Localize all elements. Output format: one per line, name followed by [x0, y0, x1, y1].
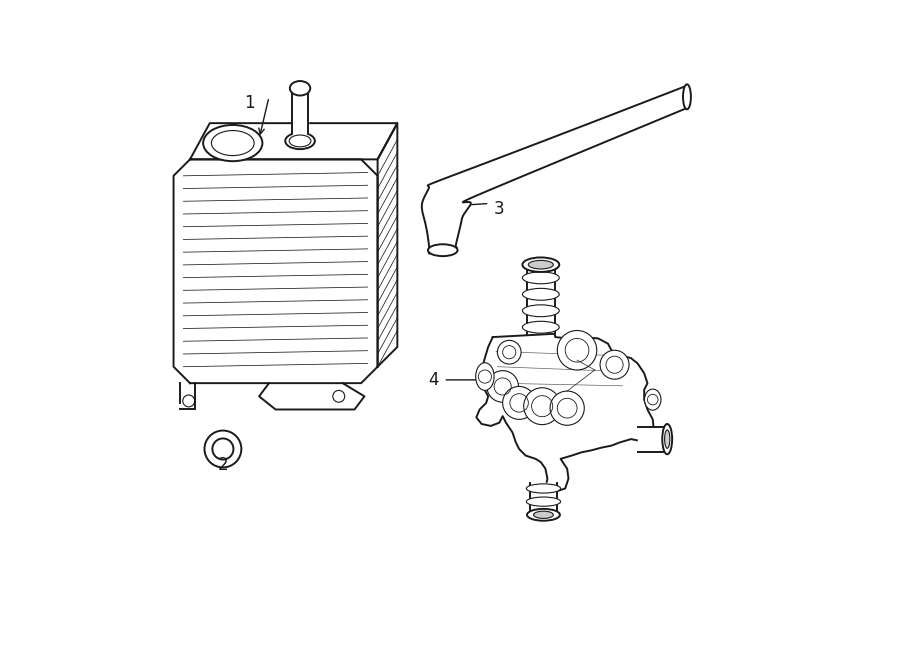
- Circle shape: [524, 388, 561, 424]
- Polygon shape: [174, 159, 378, 383]
- Polygon shape: [422, 86, 687, 254]
- Ellipse shape: [522, 257, 559, 272]
- Text: 3: 3: [494, 200, 505, 217]
- Ellipse shape: [522, 321, 559, 333]
- Ellipse shape: [522, 305, 559, 317]
- Text: 4: 4: [428, 371, 439, 389]
- Ellipse shape: [528, 260, 554, 269]
- Ellipse shape: [285, 133, 315, 149]
- Ellipse shape: [522, 288, 559, 300]
- Circle shape: [550, 391, 584, 425]
- Ellipse shape: [683, 85, 691, 109]
- Circle shape: [557, 330, 597, 370]
- Circle shape: [503, 387, 536, 419]
- Ellipse shape: [203, 125, 263, 161]
- Polygon shape: [378, 123, 397, 367]
- Circle shape: [600, 350, 629, 379]
- Ellipse shape: [526, 497, 561, 506]
- Ellipse shape: [534, 511, 554, 518]
- Ellipse shape: [526, 484, 561, 493]
- Ellipse shape: [476, 363, 494, 391]
- Polygon shape: [476, 334, 654, 495]
- Text: 1: 1: [244, 95, 255, 112]
- Ellipse shape: [664, 430, 670, 448]
- Circle shape: [487, 371, 518, 403]
- Circle shape: [204, 430, 241, 467]
- Ellipse shape: [522, 272, 559, 284]
- Circle shape: [498, 340, 521, 364]
- Ellipse shape: [662, 424, 672, 454]
- Ellipse shape: [527, 509, 560, 521]
- Ellipse shape: [428, 245, 457, 256]
- Ellipse shape: [290, 81, 310, 96]
- Ellipse shape: [644, 389, 661, 410]
- Text: 2: 2: [218, 457, 229, 475]
- Polygon shape: [190, 123, 397, 159]
- Polygon shape: [259, 383, 364, 409]
